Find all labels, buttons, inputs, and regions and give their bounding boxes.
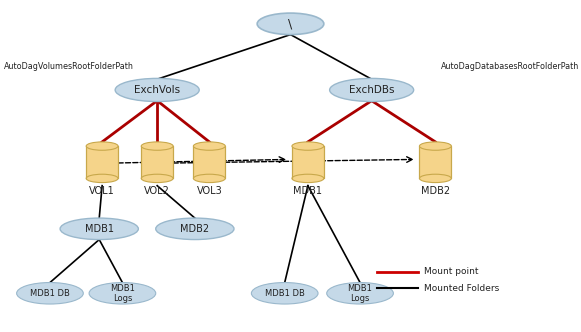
Bar <box>292 146 324 178</box>
Text: MDB1
Logs: MDB1 Logs <box>347 284 372 303</box>
Text: Mount point: Mount point <box>424 267 478 276</box>
Ellipse shape <box>327 283 393 304</box>
Ellipse shape <box>89 283 156 304</box>
Ellipse shape <box>292 174 324 183</box>
Ellipse shape <box>193 174 225 183</box>
Ellipse shape <box>156 218 234 240</box>
Text: VOL3: VOL3 <box>196 186 222 196</box>
Ellipse shape <box>292 142 324 150</box>
Ellipse shape <box>17 283 83 304</box>
Bar <box>86 146 118 178</box>
Text: VOL1: VOL1 <box>89 186 115 196</box>
Bar <box>141 146 173 178</box>
Text: ExchVols: ExchVols <box>134 85 180 95</box>
Text: AutoDagDatabasesRootFolderPath: AutoDagDatabasesRootFolderPath <box>441 62 579 71</box>
Bar <box>193 146 225 178</box>
Ellipse shape <box>193 142 225 150</box>
Ellipse shape <box>60 218 138 240</box>
Text: MDB1 DB: MDB1 DB <box>30 289 70 298</box>
Text: MDB1: MDB1 <box>293 186 322 196</box>
Text: \: \ <box>288 17 293 30</box>
Text: ExchDBs: ExchDBs <box>349 85 394 95</box>
Ellipse shape <box>141 142 173 150</box>
Text: MDB2: MDB2 <box>180 224 209 234</box>
Ellipse shape <box>141 174 173 183</box>
Ellipse shape <box>252 283 318 304</box>
Ellipse shape <box>419 174 451 183</box>
Text: AutoDagVolumesRootFolderPath: AutoDagVolumesRootFolderPath <box>3 62 134 71</box>
Text: MDB1
Logs: MDB1 Logs <box>110 284 135 303</box>
Text: VOL2: VOL2 <box>144 186 170 196</box>
Ellipse shape <box>419 142 451 150</box>
Ellipse shape <box>115 78 199 102</box>
Ellipse shape <box>86 174 118 183</box>
Bar <box>419 146 451 178</box>
Text: Mounted Folders: Mounted Folders <box>424 284 499 293</box>
Text: MDB1: MDB1 <box>85 224 114 234</box>
Text: MDB2: MDB2 <box>421 186 450 196</box>
Text: MDB1 DB: MDB1 DB <box>265 289 304 298</box>
Ellipse shape <box>86 142 118 150</box>
Ellipse shape <box>329 78 414 102</box>
Ellipse shape <box>257 13 324 35</box>
